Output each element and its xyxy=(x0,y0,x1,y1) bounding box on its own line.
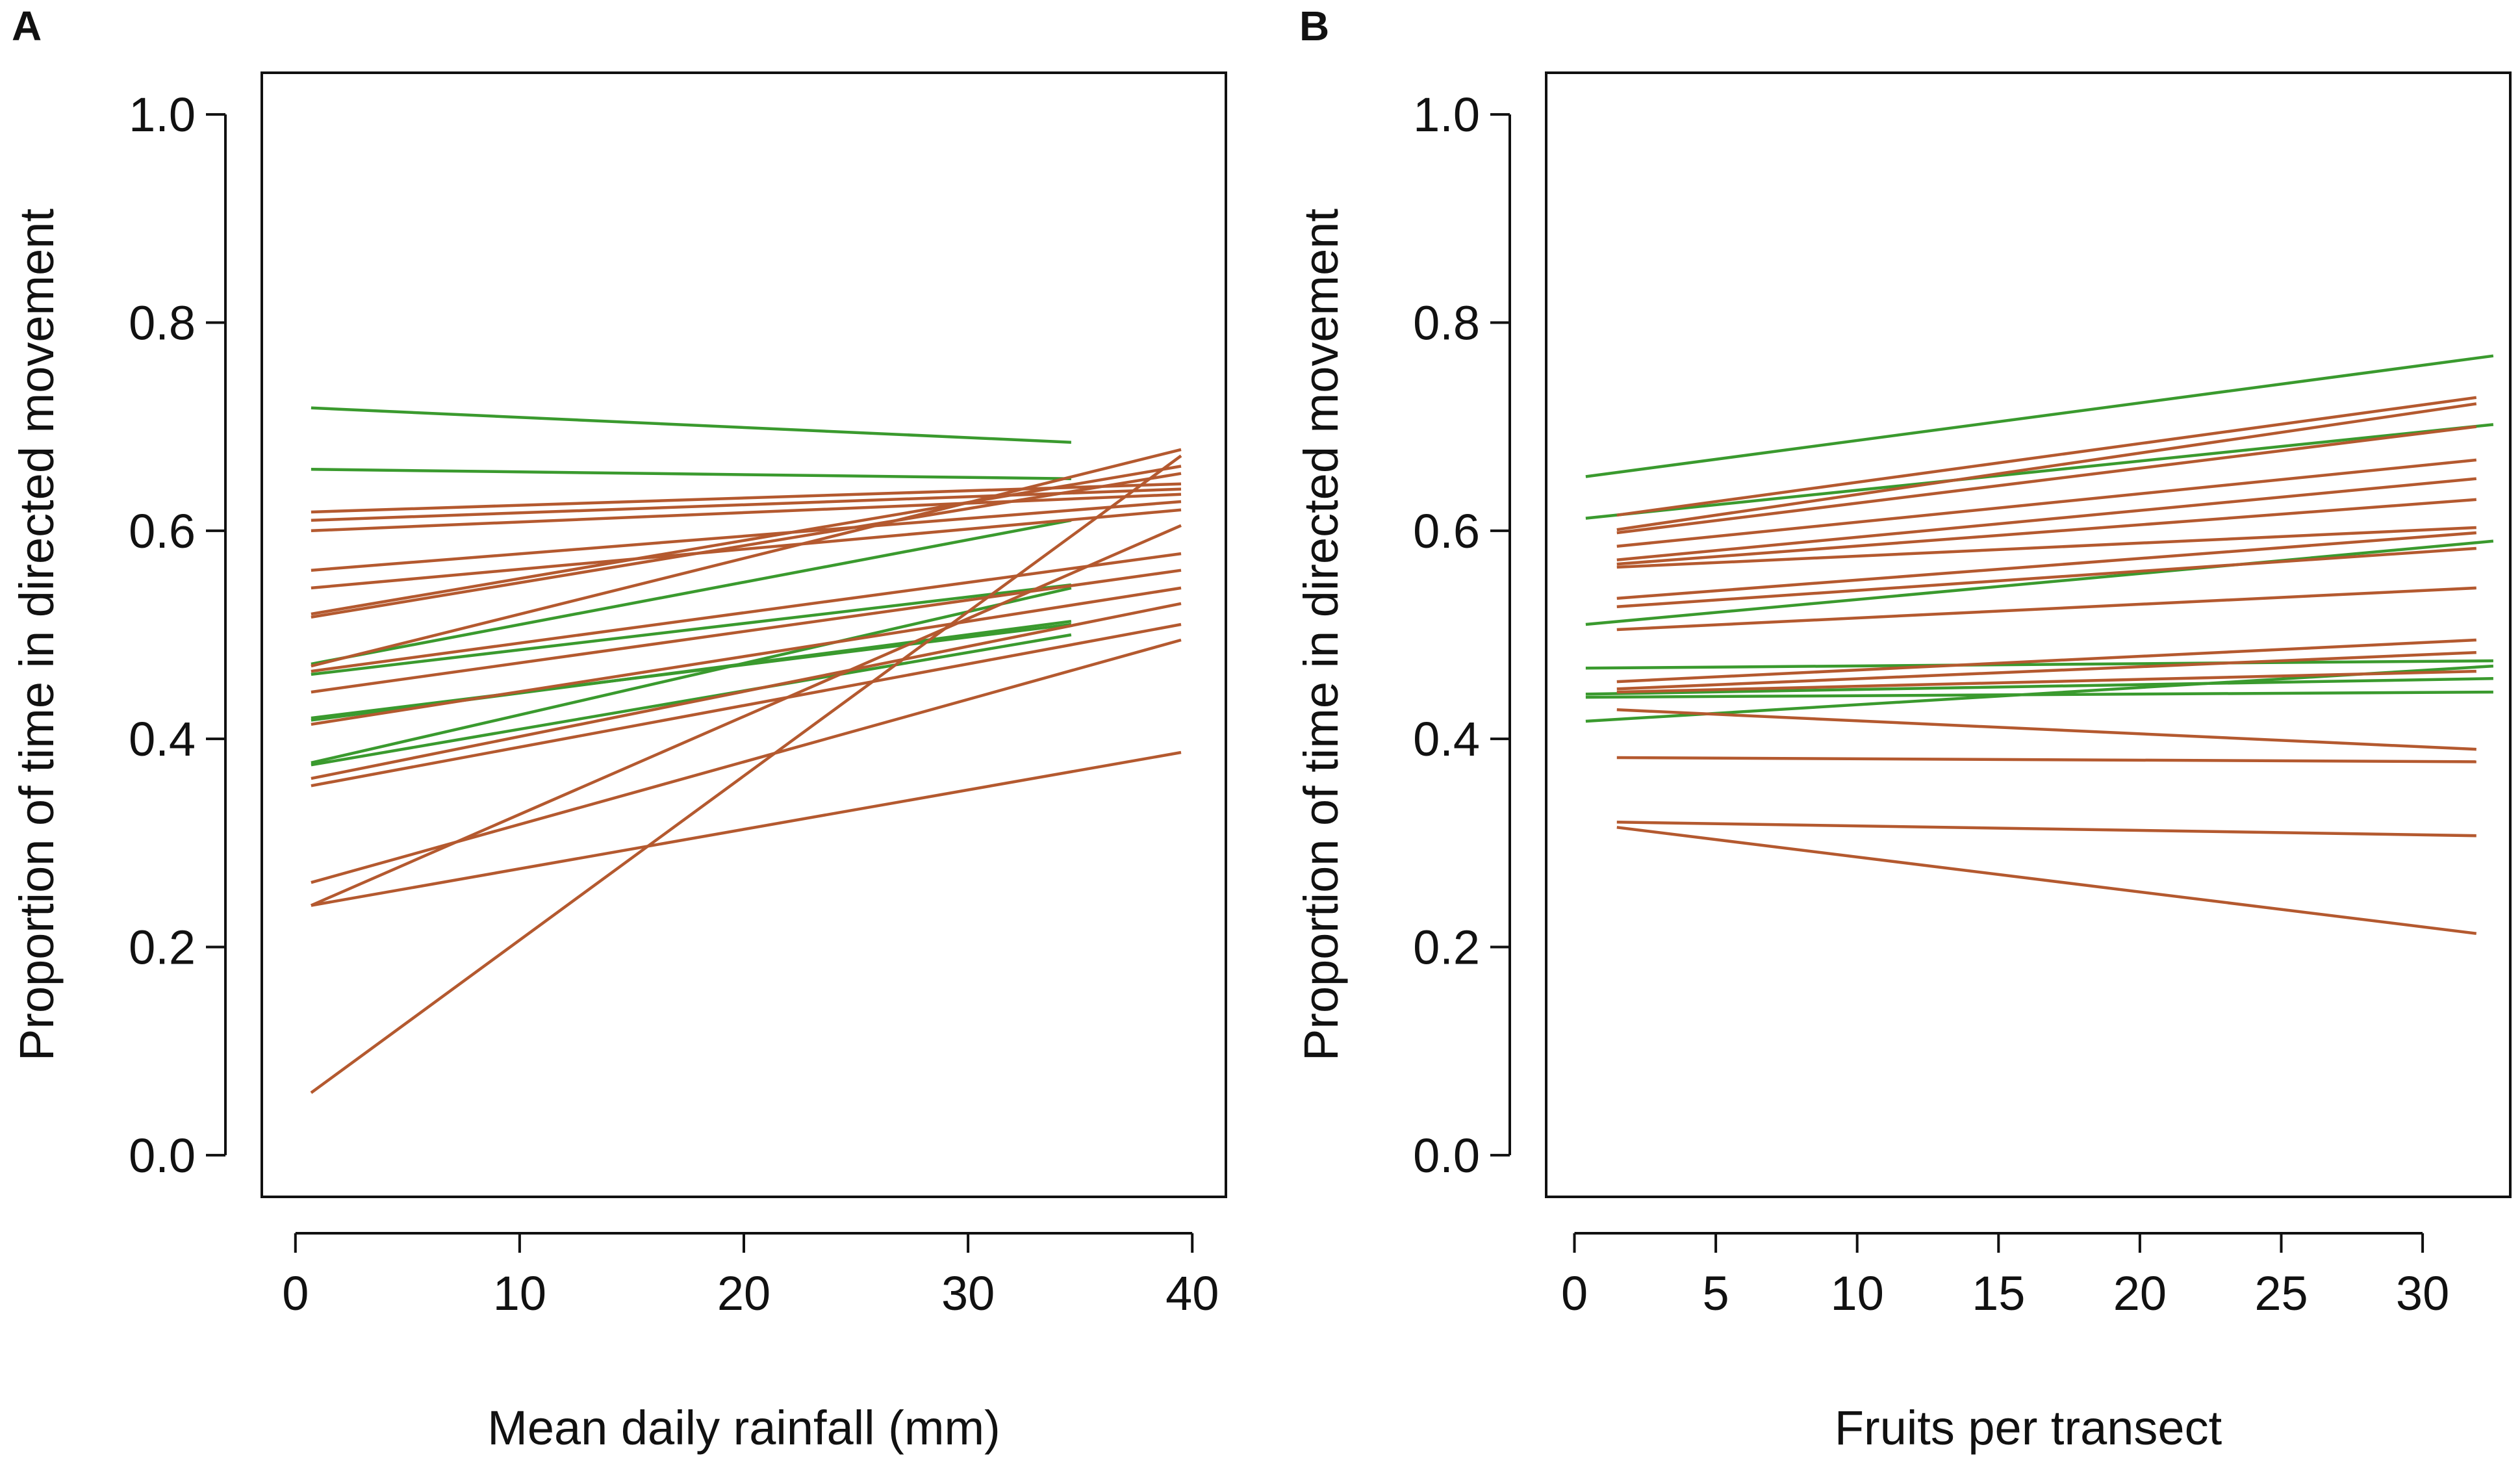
panel-b-brown-line-10 xyxy=(1616,425,2477,535)
panel-b-brown-line-23 xyxy=(1616,821,2476,838)
panel-b-y-tick-label: 0.6 xyxy=(1413,504,1480,558)
panel-a-y-tick-label: 0.2 xyxy=(129,921,196,975)
panel-b-brown-line-24 xyxy=(1616,826,2477,935)
panel-b-x-axis-label: Fruits per transect xyxy=(1835,1401,2222,1455)
panel-a-letter: A xyxy=(12,3,42,49)
panel-b-green-line-5 xyxy=(1585,677,2493,696)
panel-b-letter: B xyxy=(1299,3,1329,49)
panel-b-x-tick-label: 10 xyxy=(1831,1266,1884,1320)
panel-a-x-axis-label: Mean daily rainfall (mm) xyxy=(487,1401,1000,1455)
panel-a-series xyxy=(310,406,1182,1094)
panel-a-brown-line-13 xyxy=(311,508,1182,590)
panel-b-brown-line-17 xyxy=(1616,586,2476,632)
panel-a-green-line-1 xyxy=(311,406,1072,444)
panel-b-brown-line-18 xyxy=(1616,638,2476,684)
panel-a-x-axis: 0 10 20 30 40 xyxy=(282,1232,1219,1320)
panel-b-x-axis: 0 5 10 15 20 25 30 xyxy=(1561,1232,2449,1320)
panel-a-y-tick-label: 0.8 xyxy=(129,296,196,350)
panel-a-brown-line-11 xyxy=(311,493,1182,533)
panel-a-brown-line-23 xyxy=(310,524,1182,907)
panel-a-brown-line-16 xyxy=(311,448,1182,668)
panel-b-series xyxy=(1585,354,2494,935)
panel-b-brown-line-19 xyxy=(1616,650,2476,691)
panel-b-x-tick-label: 30 xyxy=(2396,1266,2449,1320)
panel-a-x-tick-label: 0 xyxy=(282,1266,309,1320)
panel-b-brown-line-20 xyxy=(1616,669,2476,694)
panel-b-y-tick-label: 0.2 xyxy=(1413,921,1480,975)
panel-b: B 0.0 0.2 0.4 0.6 0.8 1.0 0 5 10 15 20 25 30 Fruits… xyxy=(1294,3,2512,1455)
panel-a-brown-line-14 xyxy=(311,465,1182,616)
panel-a-brown-line-17 xyxy=(311,552,1182,673)
panel-a-brown-line-12 xyxy=(311,500,1182,572)
panel-b-brown-line-13 xyxy=(1616,498,2476,566)
panel-a-brown-line-15 xyxy=(311,472,1182,619)
panel-a-x-tick-label: 20 xyxy=(717,1266,770,1320)
panel-a-x-tick-label: 40 xyxy=(1165,1266,1219,1320)
panel-a-green-line-7 xyxy=(311,633,1072,767)
panel-b-green-line-3 xyxy=(1585,539,2494,626)
panel-b-y-axis-label: Proportion of time in directed movement xyxy=(1294,209,1348,1061)
panel-b-brown-line-22 xyxy=(1616,756,2476,763)
panel-a-green-line-2 xyxy=(311,468,1071,480)
panel-b-y-axis: 0.0 0.2 0.4 0.6 0.8 1.0 xyxy=(1413,88,1511,1183)
panel-b-brown-line-11 xyxy=(1616,458,2477,548)
panel-b-x-tick-label: 25 xyxy=(2254,1266,2308,1320)
panel-a-brown-line-20 xyxy=(311,602,1182,780)
panel-a-x-tick-label: 30 xyxy=(941,1266,995,1320)
panel-b-y-tick-label: 1.0 xyxy=(1413,88,1480,142)
panel-a-y-axis: 0.0 0.2 0.4 0.6 0.8 1.0 xyxy=(129,88,227,1183)
panel-b-x-tick-label: 20 xyxy=(2113,1266,2167,1320)
panel-a-brown-line-19 xyxy=(311,586,1182,726)
panel-b-brown-line-12 xyxy=(1616,477,2477,561)
panel-b-x-tick-label: 5 xyxy=(1703,1266,1729,1320)
panel-b-x-tick-label: 15 xyxy=(1972,1266,2025,1320)
panel-b-green-line-2 xyxy=(1585,423,2494,520)
panel-a-y-tick-label: 0.0 xyxy=(129,1129,196,1183)
panel-a-x-tick-label: 10 xyxy=(493,1266,546,1320)
panel-b-plot-frame xyxy=(1545,71,2512,1198)
panel-a: A 0.0 0.2 0.4 0.6 0.8 1.0 0 10 20 30 40 Mean dail… xyxy=(10,3,1227,1455)
panel-b-brown-line-9 xyxy=(1616,402,2477,531)
panel-b-brown-line-16 xyxy=(1616,546,2476,609)
panel-b-green-line-4 xyxy=(1585,659,2493,670)
panel-a-y-tick-label: 1.0 xyxy=(129,88,196,142)
panel-a-brown-line-18 xyxy=(311,569,1182,694)
panel-b-green-line-1 xyxy=(1585,354,2494,478)
panel-a-y-tick-label: 0.6 xyxy=(129,504,196,558)
panel-b-y-tick-label: 0.8 xyxy=(1413,296,1480,350)
panel-a-brown-line-10 xyxy=(311,487,1182,522)
panel-b-brown-line-15 xyxy=(1616,531,2476,600)
panel-b-brown-line-21 xyxy=(1616,708,2476,751)
panel-a-y-axis-label: Proportion of time in directed movement xyxy=(10,209,64,1061)
panel-b-brown-line-8 xyxy=(1616,396,2477,517)
panel-b-brown-line-14 xyxy=(1616,526,2476,569)
panel-a-green-line-4 xyxy=(311,583,1072,676)
panel-a-brown-line-21 xyxy=(311,622,1182,788)
panel-a-brown-line-24 xyxy=(311,750,1182,907)
panel-b-y-tick-label: 0.4 xyxy=(1413,712,1480,766)
panel-b-x-tick-label: 0 xyxy=(1561,1266,1588,1320)
panel-a-y-tick-label: 0.4 xyxy=(129,712,196,766)
panel-a-brown-line-9 xyxy=(311,482,1182,514)
panel-a-plot-frame xyxy=(261,71,1227,1198)
panel-b-y-tick-label: 0.0 xyxy=(1413,1129,1480,1183)
panel-a-green-line-3 xyxy=(311,519,1072,666)
panel-a-brown-line-25 xyxy=(310,454,1182,1094)
panel-a-green-line-6 xyxy=(311,586,1072,765)
